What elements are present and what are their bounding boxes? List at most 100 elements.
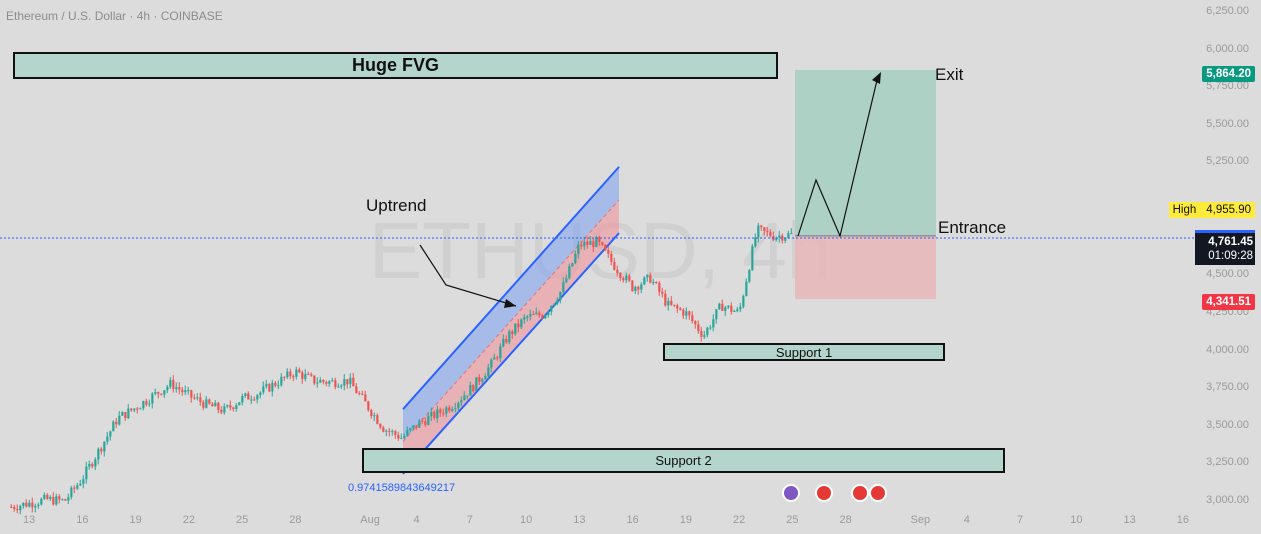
support-1-zone[interactable]: Support 1 [663, 343, 945, 361]
candle-body [577, 244, 580, 254]
candle-body [775, 237, 778, 240]
candle-body [583, 241, 586, 247]
candle-body [196, 397, 199, 399]
candle-body [103, 441, 106, 452]
crypto-event-icon[interactable] [782, 484, 800, 502]
candle-body [58, 496, 61, 500]
candle-body [727, 305, 730, 308]
candle-body [739, 306, 742, 310]
candle-body [733, 310, 736, 312]
candle-body [553, 303, 556, 306]
y-tick-label: 4,000.00 [1206, 343, 1249, 356]
candle-body [259, 392, 262, 396]
candle-body [400, 437, 403, 439]
candle-body [730, 305, 733, 312]
candle-body [325, 381, 328, 384]
x-tick-label: 4 [963, 514, 970, 526]
candle-body [361, 393, 364, 395]
candle-body [484, 376, 487, 380]
candle-body [532, 314, 535, 316]
candle-body [613, 261, 616, 270]
channel-upper-line [402, 166, 620, 410]
target-zone [795, 69, 936, 236]
candle-body [610, 253, 613, 262]
candle-body [499, 346, 502, 359]
candle-body [292, 376, 295, 378]
us-flag-icon[interactable] [815, 484, 833, 502]
candle-body [385, 430, 388, 432]
candle-body [508, 331, 511, 343]
candle-body [205, 399, 208, 408]
candle-body [631, 280, 634, 291]
candle-body [433, 411, 436, 419]
us-flag-icon[interactable] [851, 484, 869, 502]
candle-body [403, 435, 406, 438]
x-tick-label: 25 [786, 514, 799, 526]
candle-body [736, 309, 739, 311]
candle-body [409, 428, 412, 431]
support-2-zone[interactable]: Support 2 [362, 448, 1005, 473]
candle-body [502, 338, 505, 347]
candle-body [526, 316, 529, 318]
candle-body [226, 405, 229, 407]
candle-body [13, 507, 16, 510]
candle-body [184, 390, 187, 393]
candle-body [100, 448, 103, 452]
x-tick-label: 28 [839, 514, 852, 526]
candle-body [175, 387, 178, 390]
candle-body [313, 375, 316, 384]
candle-body [439, 409, 442, 413]
candle-body [754, 237, 757, 247]
candle-body [277, 385, 280, 387]
candle-body [655, 282, 658, 284]
candle-body [604, 244, 607, 251]
candle-body [667, 300, 670, 306]
candle-body [163, 390, 166, 395]
candle-body [151, 393, 154, 404]
candle-body [496, 357, 499, 359]
candle-body [94, 459, 97, 467]
candle-body [418, 420, 421, 428]
candle-body [766, 230, 769, 232]
candle-body [493, 357, 496, 360]
projection-path [797, 75, 879, 238]
candle-body [460, 400, 463, 403]
candle-body [529, 314, 532, 317]
x-tick-label: 22 [733, 514, 746, 526]
candle-body [139, 408, 142, 410]
chart-header: Ethereum / U.S. Dollar · 4h · COINBASE [6, 9, 223, 23]
x-tick-label: 7 [466, 514, 473, 526]
candle-body [745, 281, 748, 296]
candle-body [562, 282, 565, 292]
candle-body [382, 427, 385, 432]
candle-body [391, 431, 394, 433]
candle-body [340, 385, 343, 387]
y-tick-label: 5,750.00 [1206, 80, 1249, 93]
candle-body [616, 269, 619, 274]
huge-fvg-zone[interactable]: Huge FVG [13, 52, 778, 79]
candle-body [43, 494, 46, 499]
candle-body [19, 506, 22, 511]
candle-body [235, 405, 238, 409]
y-tick-label: 6,250.00 [1206, 4, 1249, 17]
x-tick-label: 16 [1176, 514, 1189, 526]
us-flag-icon[interactable] [869, 484, 887, 502]
candle-body [199, 397, 202, 403]
candle-body [457, 402, 460, 409]
candle-body [514, 323, 517, 335]
candle-body [304, 373, 307, 379]
candle-body [685, 311, 688, 316]
x-tick-label: 19 [129, 514, 142, 526]
y-tick-label: 3,750.00 [1206, 381, 1249, 394]
candle-body [355, 386, 358, 394]
candle-body [367, 401, 370, 411]
candle-body [670, 300, 673, 305]
candle-body [148, 403, 151, 405]
candle-body [22, 502, 25, 507]
candle-body [676, 305, 679, 309]
candle-body [55, 496, 58, 505]
candle-body [232, 407, 235, 409]
candle-body [34, 505, 37, 508]
candle-body [691, 315, 694, 322]
